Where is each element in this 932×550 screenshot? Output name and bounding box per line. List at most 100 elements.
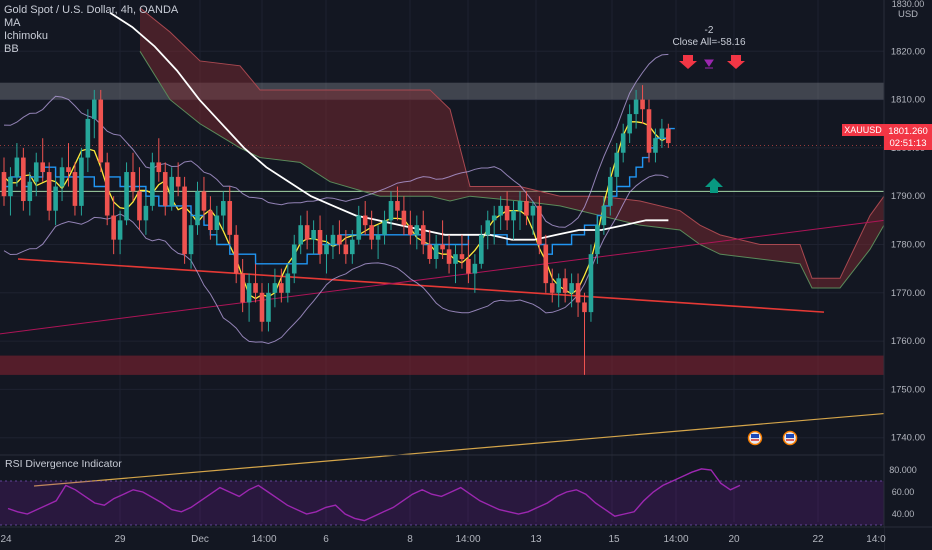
candle-0[interactable] xyxy=(1,172,7,197)
candle-23[interactable] xyxy=(150,162,155,206)
candle-31[interactable] xyxy=(201,191,207,211)
price-axis[interactable] xyxy=(884,0,932,550)
candle-62[interactable] xyxy=(401,210,407,226)
candle-27[interactable] xyxy=(175,176,181,187)
candle-24[interactable] xyxy=(156,162,162,173)
candle-44[interactable] xyxy=(285,273,291,293)
candle-92[interactable] xyxy=(595,225,600,255)
candle-17[interactable] xyxy=(111,215,116,240)
candle-69[interactable] xyxy=(446,249,452,264)
candle-51[interactable] xyxy=(330,234,336,245)
candle-19[interactable] xyxy=(124,172,129,221)
candle-100[interactable] xyxy=(646,109,652,153)
candle-66[interactable] xyxy=(427,244,432,259)
candle-81[interactable] xyxy=(524,201,529,216)
indicator-ma[interactable]: MA xyxy=(4,17,21,29)
candle-86[interactable] xyxy=(556,278,561,293)
candle-32[interactable] xyxy=(208,210,213,231)
candle-101[interactable] xyxy=(653,138,658,153)
candle-54[interactable] xyxy=(350,239,355,255)
candle-55[interactable] xyxy=(356,215,362,240)
price-tag[interactable] xyxy=(884,124,932,150)
candle-14[interactable] xyxy=(92,99,97,119)
candle-43[interactable] xyxy=(279,283,284,293)
candle-15[interactable] xyxy=(98,99,104,163)
candle-83[interactable] xyxy=(537,205,542,245)
candle-13[interactable] xyxy=(85,118,91,158)
candle-90[interactable] xyxy=(582,302,587,313)
candle-39[interactable] xyxy=(253,283,258,293)
candle-80[interactable] xyxy=(517,201,523,211)
candle-71[interactable] xyxy=(459,254,465,259)
candle-65[interactable] xyxy=(420,225,426,245)
candle-22[interactable] xyxy=(143,205,149,221)
candle-64[interactable] xyxy=(414,225,420,235)
candle-12[interactable] xyxy=(79,157,84,206)
candle-74[interactable] xyxy=(479,234,484,264)
candle-56[interactable] xyxy=(362,215,368,226)
candle-76[interactable] xyxy=(491,215,497,221)
candle-38[interactable] xyxy=(246,283,252,303)
candle-40[interactable] xyxy=(259,292,265,322)
candle-95[interactable] xyxy=(614,152,620,177)
candle-91[interactable] xyxy=(588,254,594,313)
candle-63[interactable] xyxy=(408,225,413,235)
candle-85[interactable] xyxy=(549,283,555,293)
candle-33[interactable] xyxy=(214,215,220,231)
candle-68[interactable] xyxy=(440,244,445,250)
candle-10[interactable] xyxy=(66,167,71,173)
candle-79[interactable] xyxy=(511,210,516,221)
candle-36[interactable] xyxy=(233,234,239,274)
candle-75[interactable] xyxy=(485,220,491,235)
candle-89[interactable] xyxy=(575,283,581,303)
candle-16[interactable] xyxy=(104,162,110,216)
candle-20[interactable] xyxy=(130,172,136,192)
candle-21[interactable] xyxy=(137,191,142,221)
candle-46[interactable] xyxy=(298,225,303,245)
candle-99[interactable] xyxy=(640,99,645,110)
candle-98[interactable] xyxy=(633,99,639,115)
candle-59[interactable] xyxy=(382,220,387,235)
candle-96[interactable] xyxy=(620,133,626,153)
candle-45[interactable] xyxy=(291,244,297,274)
candle-57[interactable] xyxy=(369,225,374,240)
candle-9[interactable] xyxy=(59,167,65,187)
candle-42[interactable] xyxy=(272,283,278,293)
candle-82[interactable] xyxy=(530,205,536,216)
candle-3[interactable] xyxy=(21,157,26,202)
candle-28[interactable] xyxy=(182,186,187,255)
candle-18[interactable] xyxy=(117,220,123,240)
candle-8[interactable] xyxy=(53,186,58,211)
candle-60[interactable] xyxy=(388,201,394,221)
candle-103[interactable] xyxy=(666,128,671,144)
candle-6[interactable] xyxy=(40,162,45,173)
candle-93[interactable] xyxy=(601,205,607,226)
candle-5[interactable] xyxy=(33,162,39,182)
candle-61[interactable] xyxy=(395,201,400,211)
candle-1[interactable] xyxy=(8,176,13,197)
candle-7[interactable] xyxy=(46,172,52,211)
candle-49[interactable] xyxy=(317,230,323,255)
indicator-ichimoku[interactable]: Ichimoku xyxy=(4,30,49,42)
candle-4[interactable] xyxy=(27,181,33,202)
candle-26[interactable] xyxy=(169,176,174,206)
candle-52[interactable] xyxy=(337,234,342,245)
candle-72[interactable] xyxy=(466,258,471,274)
time-axis[interactable] xyxy=(0,527,884,550)
candle-29[interactable] xyxy=(188,225,194,255)
candle-58[interactable] xyxy=(375,234,381,240)
candle-2[interactable] xyxy=(14,157,20,177)
candle-53[interactable] xyxy=(343,244,349,255)
candle-73[interactable] xyxy=(472,263,478,274)
candle-70[interactable] xyxy=(453,254,458,264)
candle-30[interactable] xyxy=(195,191,200,226)
candle-50[interactable] xyxy=(324,244,329,255)
candle-84[interactable] xyxy=(543,244,549,284)
candle-41[interactable] xyxy=(266,292,271,322)
candle-34[interactable] xyxy=(221,201,226,216)
candle-88[interactable] xyxy=(569,283,574,293)
candle-48[interactable] xyxy=(311,230,316,240)
candle-35[interactable] xyxy=(227,201,233,235)
candle-77[interactable] xyxy=(498,205,503,216)
